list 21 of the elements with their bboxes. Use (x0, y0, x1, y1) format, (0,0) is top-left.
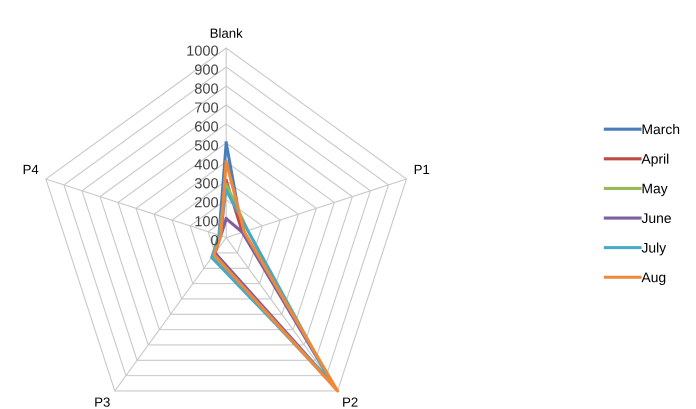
legend-label: July (642, 242, 666, 256)
y-tick-label: 400 (194, 159, 218, 170)
y-tick-label: 800 (194, 83, 218, 94)
y-tick-label: 500 (194, 140, 218, 151)
spoke-label: P3 (95, 397, 110, 407)
spoke-label: Blank (210, 28, 243, 38)
y-tick-label: 700 (195, 102, 218, 113)
legend-label: March (642, 124, 680, 134)
legend-label: May (642, 184, 668, 196)
y-tick-label: 1000 (187, 45, 218, 56)
y-tick-label: 100 (195, 216, 218, 226)
legend-label: Aug (641, 272, 666, 286)
y-tick-label: 200 (195, 197, 218, 208)
spoke-label: P1 (414, 164, 430, 174)
spoke-label: P2 (343, 397, 358, 407)
spoke-label: P4 (24, 164, 38, 174)
legend-label: April (641, 154, 668, 167)
legend-label: June (642, 213, 671, 224)
y-tick-label: 300 (194, 178, 218, 188)
y-tick-label: 900 (194, 64, 218, 75)
y-tick-label: 600 (195, 121, 218, 132)
